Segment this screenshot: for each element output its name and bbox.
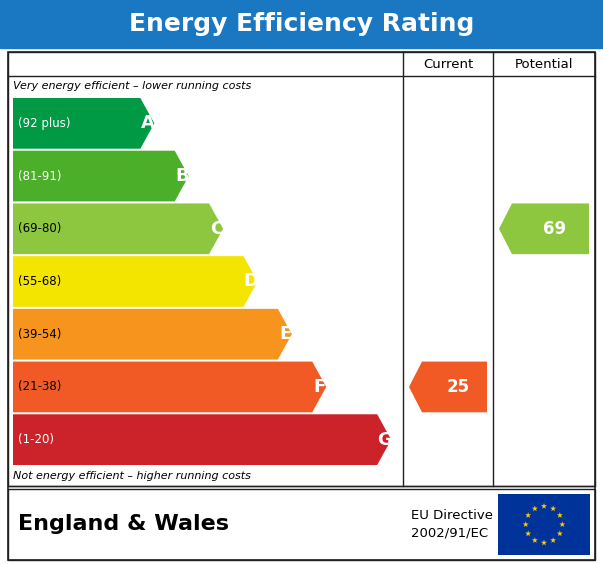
Polygon shape [525, 512, 531, 518]
Polygon shape [559, 521, 566, 527]
Polygon shape [13, 98, 154, 149]
Polygon shape [525, 531, 531, 536]
Text: (39-54): (39-54) [18, 328, 62, 341]
Text: D: D [244, 272, 259, 290]
Text: Not energy efficient – higher running costs: Not energy efficient – higher running co… [13, 471, 251, 481]
Polygon shape [13, 151, 189, 201]
Text: E: E [279, 325, 292, 343]
Text: (55-68): (55-68) [18, 275, 62, 288]
Polygon shape [523, 521, 529, 527]
Text: A: A [141, 114, 155, 133]
Text: Very energy efficient – lower running costs: Very energy efficient – lower running co… [13, 81, 251, 91]
Polygon shape [550, 537, 556, 543]
Text: (21-38): (21-38) [18, 381, 62, 394]
Bar [0, 0, 603, 48]
Bar [8, 52, 595, 486]
Text: Current: Current [423, 58, 473, 70]
Polygon shape [550, 505, 556, 511]
Text: 69: 69 [543, 220, 566, 238]
Polygon shape [13, 204, 223, 254]
Polygon shape [557, 531, 563, 536]
Polygon shape [13, 415, 391, 465]
Text: G: G [377, 431, 393, 448]
Polygon shape [13, 309, 292, 360]
Text: F: F [314, 378, 326, 396]
Bar [8, 489, 595, 560]
Polygon shape [532, 537, 538, 543]
Polygon shape [13, 256, 257, 307]
Text: EU Directive
2002/91/EC: EU Directive 2002/91/EC [411, 509, 493, 540]
Text: (1-20): (1-20) [18, 433, 54, 446]
Bar [498, 494, 590, 555]
Text: C: C [210, 220, 224, 238]
Polygon shape [532, 505, 538, 511]
Text: (92 plus): (92 plus) [18, 117, 71, 130]
Text: 25: 25 [447, 378, 470, 396]
Polygon shape [409, 362, 487, 412]
Text: Potential: Potential [515, 58, 573, 70]
Polygon shape [13, 362, 326, 412]
Text: (69-80): (69-80) [18, 222, 62, 235]
Polygon shape [541, 540, 547, 545]
Polygon shape [499, 204, 589, 254]
Polygon shape [541, 503, 547, 509]
Polygon shape [557, 512, 563, 518]
Text: (81-91): (81-91) [18, 170, 62, 183]
Text: Energy Efficiency Rating: Energy Efficiency Rating [129, 12, 474, 36]
Text: B: B [175, 167, 189, 185]
Text: England & Wales: England & Wales [18, 514, 229, 535]
